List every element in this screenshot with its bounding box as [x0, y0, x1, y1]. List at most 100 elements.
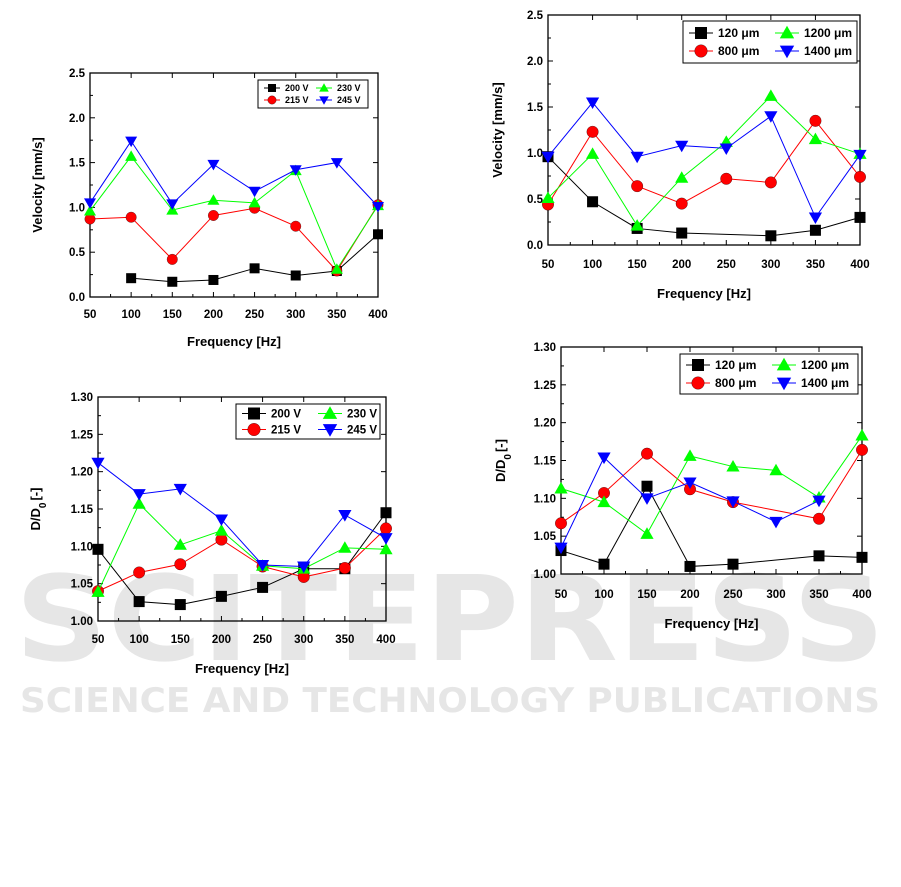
x-tick-label: 50	[84, 309, 97, 321]
x-axis-title: Frequency [Hz]	[657, 286, 751, 301]
y-tick-label: 1.5	[527, 102, 544, 114]
data-point-s3-1	[554, 481, 568, 494]
series-line-2	[97, 528, 387, 592]
y-tick-label: 0.5	[69, 247, 86, 259]
data-point-s4-4	[214, 514, 229, 527]
series-line-4	[560, 456, 820, 548]
x-tick-label: 100	[583, 259, 602, 271]
data-point-s1-4	[676, 227, 688, 239]
data-point-s3-2	[125, 150, 138, 161]
data-point-s1-5	[765, 230, 777, 242]
legend-label: 800 μm	[715, 376, 756, 390]
data-point-s4-2	[125, 136, 138, 148]
data-point-s2-7	[856, 443, 868, 456]
data-point-s3-6	[769, 463, 783, 476]
series-line-3	[547, 95, 861, 227]
series-line-1	[97, 512, 387, 606]
data-point-s3-2	[132, 497, 146, 509]
data-point-s3-1	[84, 204, 96, 216]
x-tick-label: 400	[368, 309, 387, 321]
data-point-s3-4	[214, 524, 229, 536]
x-axis-title: Frequency [Hz]	[187, 334, 281, 349]
x-tick-label: 300	[766, 589, 785, 601]
y-tick-label: 1.10	[534, 493, 556, 505]
x-tick-label: 300	[286, 309, 305, 321]
legend-label: 800 μm	[718, 44, 759, 58]
legend-label: 1200 μm	[804, 26, 852, 40]
x-tick-label: 250	[253, 634, 272, 646]
legend: 200 V 215 V 230 V 245 V	[257, 79, 369, 109]
data-point-s2-2	[586, 125, 599, 138]
y-tick-label: 0.0	[527, 240, 543, 252]
data-point-s4-3	[166, 199, 179, 210]
legend-marker	[779, 25, 795, 39]
series-line-2	[89, 204, 379, 272]
x-tick-label: 50	[92, 634, 105, 646]
y-tick-label: 1.15	[71, 504, 94, 516]
y-tick-label: 0.5	[527, 194, 544, 206]
data-point-s1-8	[380, 507, 392, 519]
y-tick-label: 2.5	[69, 68, 86, 80]
y-tick-label: 1.20	[534, 418, 556, 430]
data-point-s1-5	[257, 581, 269, 593]
data-point-s1-5	[290, 270, 301, 281]
data-point-s4-6	[297, 561, 311, 574]
legend-marker	[247, 423, 261, 436]
data-point-s4-5	[726, 496, 740, 508]
data-point-s3-3	[630, 219, 644, 231]
legend-label: 1400 μm	[804, 44, 852, 58]
data-point-s4-6	[769, 516, 783, 529]
data-point-s3-6	[764, 89, 778, 101]
data-point-s4-8	[372, 202, 384, 213]
data-point-s1-3	[641, 480, 653, 492]
x-tick-label: 200	[680, 589, 699, 601]
watermark-tagline: SCIENCE AND TECHNOLOGY PUBLICATIONS	[20, 681, 880, 721]
data-point-s3-4	[683, 449, 697, 461]
data-point-s3-1	[91, 585, 105, 597]
data-point-s2-4	[208, 210, 219, 221]
data-point-s1-7	[856, 551, 868, 563]
legend-marker	[319, 83, 329, 92]
legend-label: 215 V	[271, 425, 301, 437]
data-point-s3-8	[855, 428, 869, 441]
x-tick-label: 100	[594, 589, 613, 601]
y-tick-label: 1.00	[534, 569, 556, 581]
x-tick-label: 300	[294, 634, 313, 646]
y-axis-title: D/D0[-]	[493, 439, 514, 482]
data-point-s3-5	[726, 459, 740, 472]
x-tick-label: 250	[245, 309, 264, 321]
x-tick-label: 150	[628, 259, 647, 271]
legend-marker	[268, 84, 276, 92]
data-point-s4-4	[207, 159, 220, 171]
data-point-s3-4	[207, 194, 220, 205]
x-tick-label: 350	[809, 589, 828, 601]
chart-1: 50 100 150 200 250 300 350 400 0.0 0.5 1.0 1.5 2.0 2.…	[30, 68, 388, 349]
x-tick-label: 400	[850, 259, 869, 271]
data-point-s2-3	[641, 447, 653, 460]
x-tick-label: 200	[672, 259, 691, 271]
data-point-s4-3	[630, 151, 644, 164]
y-tick-label: 1.30	[534, 342, 556, 354]
legend-marker	[319, 96, 329, 105]
x-tick-label: 150	[171, 634, 190, 646]
y-tick-label: 2.5	[527, 10, 544, 22]
y-tick-label: 1.30	[71, 392, 93, 404]
y-tick-label: 1.25	[534, 380, 557, 392]
data-point-s3-1	[541, 191, 555, 204]
data-point-s4-2	[597, 452, 611, 465]
data-point-s3-7	[338, 541, 352, 553]
data-point-s4-1	[91, 457, 105, 470]
data-point-s4-2	[132, 489, 146, 501]
x-tick-label: 400	[376, 634, 395, 646]
legend-marker	[267, 95, 277, 105]
data-point-s4-1	[84, 198, 96, 209]
legend-label: 200 V	[285, 83, 309, 93]
series-line-4	[547, 101, 861, 219]
legend-box	[257, 79, 369, 109]
data-point-s4-5	[255, 560, 270, 572]
data-point-s4-4	[675, 140, 689, 153]
y-tick-label: 1.5	[69, 158, 86, 170]
legend-box	[679, 353, 859, 395]
chart-4: 50 100 150 200 250 300 350 400 1.00 1.05 1.10 1.15 1…	[493, 342, 872, 631]
